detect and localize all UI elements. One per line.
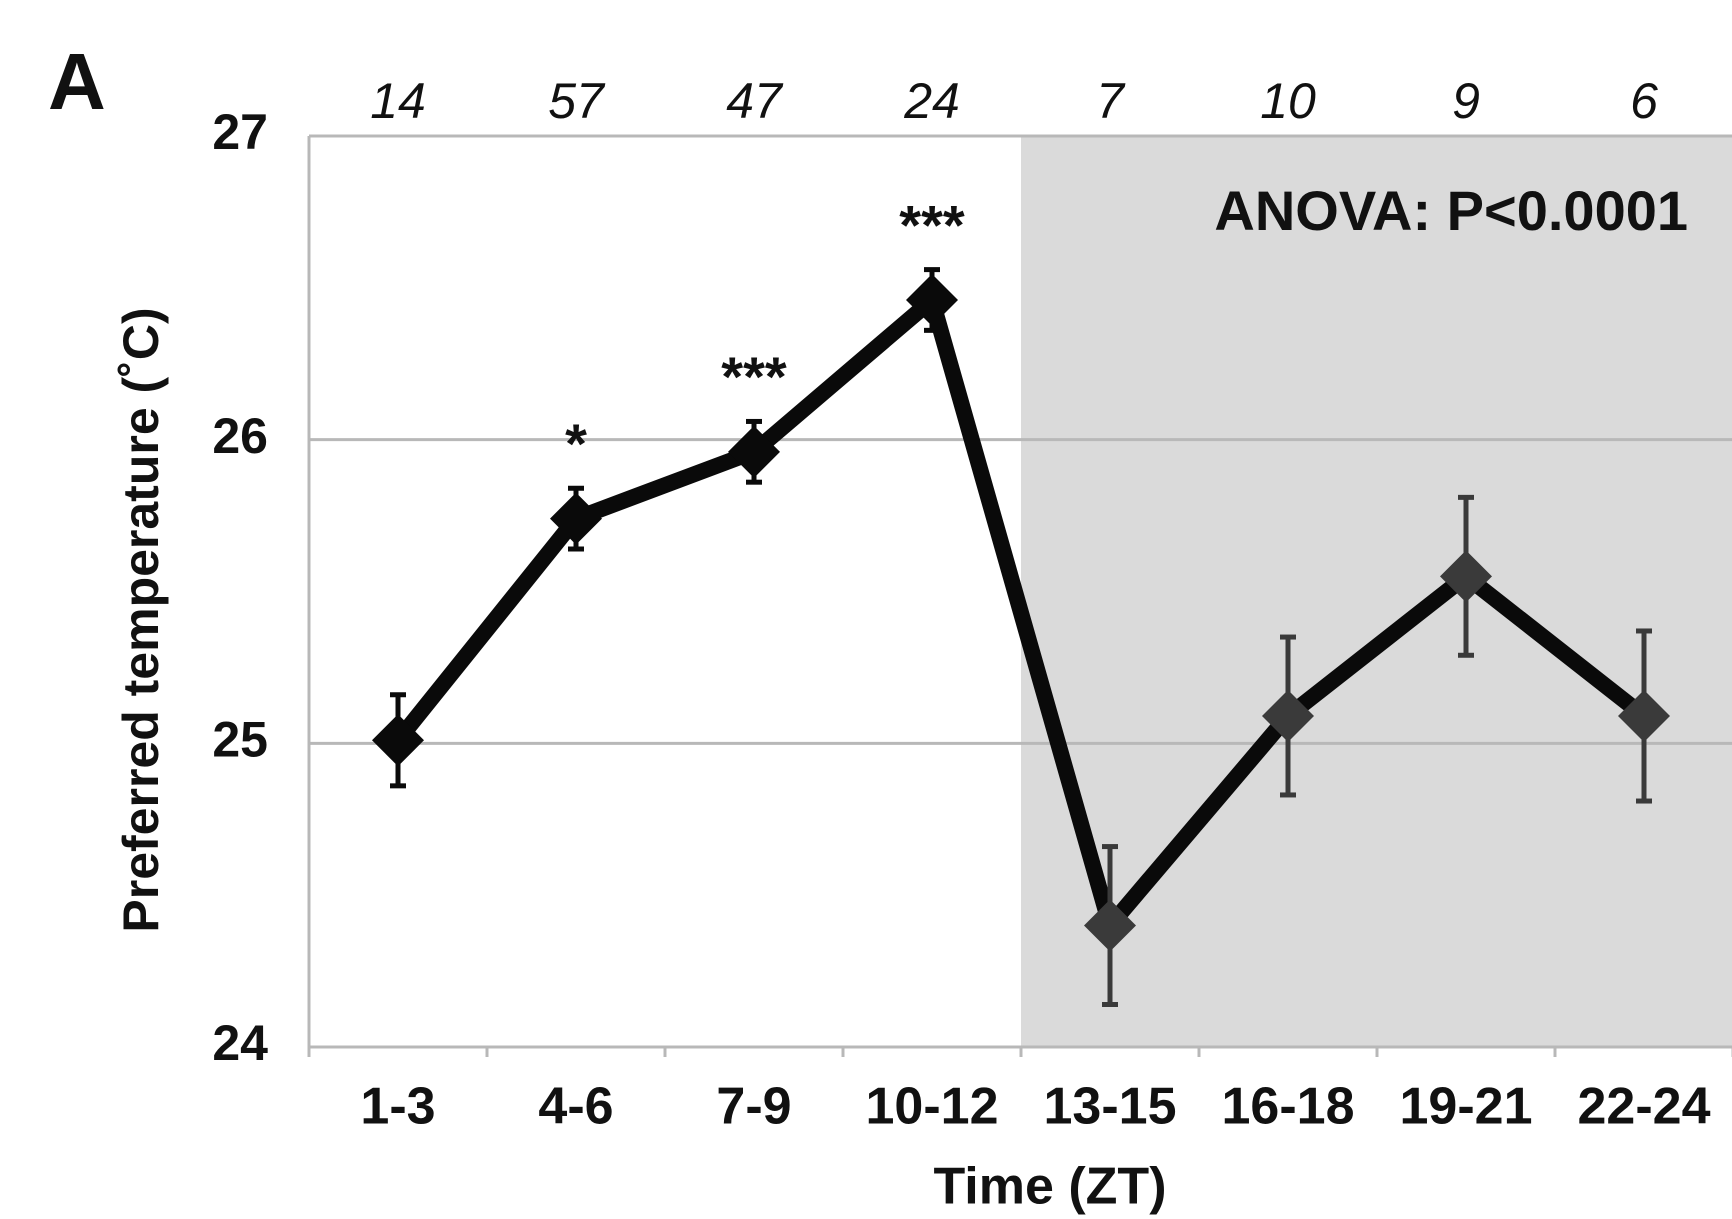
point-marker <box>1084 899 1136 952</box>
x-tick-label: 1-3 <box>360 1078 435 1136</box>
series-line <box>391 285 1649 943</box>
x-tick-label: 16-18 <box>1222 1078 1355 1136</box>
x-tick-label: 7-9 <box>716 1078 791 1136</box>
x-axis-title: Time (ZT) <box>933 1158 1166 1216</box>
point-marker <box>728 425 780 478</box>
x-tick-label: 4-6 <box>538 1078 613 1136</box>
point-marker <box>1440 550 1492 603</box>
x-tick-label: 10-12 <box>866 1078 999 1136</box>
x-tick-label: 19-21 <box>1400 1078 1533 1136</box>
y-tick-label: 27 <box>212 104 268 160</box>
point-marker <box>1262 690 1314 743</box>
y-axis-title: Preferred temperature (˚C) <box>113 307 169 932</box>
n-label: 6 <box>1630 73 1658 129</box>
panel-label: A <box>48 37 106 126</box>
n-label: 24 <box>903 73 960 129</box>
y-tick-label: 25 <box>212 712 268 768</box>
significance-label: *** <box>721 345 787 408</box>
n-label: 14 <box>370 73 426 129</box>
n-label: 57 <box>548 73 606 129</box>
x-tick-label: 13-15 <box>1044 1078 1177 1136</box>
n-label: 7 <box>1096 73 1126 129</box>
significance-label: *** <box>899 193 965 256</box>
n-label: 9 <box>1452 73 1480 129</box>
point-marker <box>1618 690 1670 743</box>
point-marker <box>372 714 424 767</box>
point-marker <box>550 492 602 545</box>
y-tick-label: 24 <box>212 1015 268 1071</box>
n-label: 47 <box>726 73 784 129</box>
x-tick-label: 22-24 <box>1578 1078 1711 1136</box>
y-tick-label: 26 <box>212 408 268 464</box>
anova-annotation: ANOVA: P<0.0001 <box>1214 179 1688 242</box>
n-label: 10 <box>1260 73 1316 129</box>
point-marker <box>906 273 958 326</box>
significance-label: * <box>565 412 587 475</box>
